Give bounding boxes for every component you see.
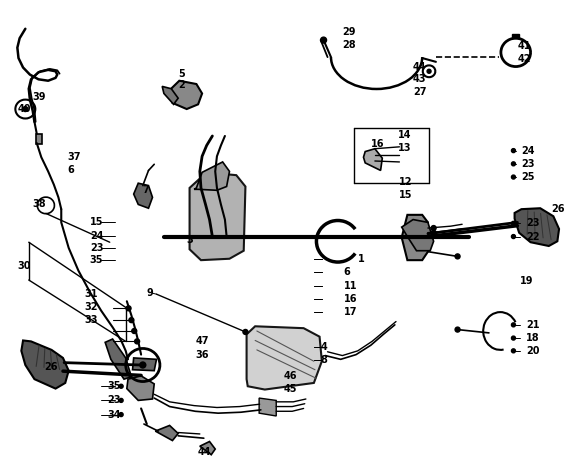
Circle shape — [512, 175, 516, 179]
Circle shape — [129, 318, 134, 323]
Text: 11: 11 — [344, 281, 357, 291]
Circle shape — [132, 329, 137, 333]
Polygon shape — [246, 326, 322, 390]
Text: 17: 17 — [344, 307, 357, 317]
Text: 30: 30 — [17, 261, 31, 271]
Circle shape — [320, 37, 327, 43]
Text: 27: 27 — [413, 87, 426, 97]
Text: 1: 1 — [358, 254, 364, 264]
Text: 43: 43 — [413, 74, 426, 84]
Text: 24: 24 — [521, 146, 535, 156]
Circle shape — [243, 330, 248, 334]
Text: 5: 5 — [178, 69, 185, 79]
Text: 12: 12 — [399, 177, 413, 187]
Text: 34: 34 — [107, 409, 120, 419]
Text: 37: 37 — [67, 152, 80, 162]
Text: 23: 23 — [107, 395, 120, 406]
Circle shape — [431, 226, 436, 230]
Circle shape — [431, 230, 436, 235]
Circle shape — [512, 162, 516, 166]
Text: 23: 23 — [90, 243, 103, 253]
Text: 31: 31 — [84, 289, 97, 299]
Text: 23: 23 — [521, 159, 535, 169]
Polygon shape — [402, 219, 434, 251]
Text: 9: 9 — [147, 288, 154, 298]
Polygon shape — [402, 215, 428, 260]
Text: 23: 23 — [526, 218, 540, 228]
Text: 38: 38 — [33, 200, 46, 209]
Text: 13: 13 — [398, 143, 411, 153]
Text: 18: 18 — [526, 333, 540, 343]
Polygon shape — [127, 376, 154, 400]
Text: 40: 40 — [17, 104, 31, 114]
Text: 24: 24 — [90, 230, 103, 241]
Text: 8: 8 — [321, 355, 328, 365]
Circle shape — [512, 349, 516, 353]
Text: 14: 14 — [398, 130, 411, 140]
Polygon shape — [200, 441, 215, 455]
Circle shape — [119, 399, 123, 402]
Text: 44: 44 — [413, 62, 426, 72]
Text: 15: 15 — [399, 190, 413, 200]
Text: 46: 46 — [284, 371, 297, 381]
Text: 21: 21 — [526, 320, 540, 330]
Polygon shape — [162, 86, 178, 104]
Text: 26: 26 — [44, 362, 58, 372]
Polygon shape — [515, 208, 559, 246]
Polygon shape — [170, 81, 202, 109]
Text: 7: 7 — [143, 185, 150, 195]
Text: 16: 16 — [371, 139, 384, 149]
Polygon shape — [259, 398, 276, 416]
Polygon shape — [194, 162, 229, 190]
Circle shape — [126, 306, 131, 311]
Text: 41: 41 — [517, 41, 531, 51]
Circle shape — [135, 339, 140, 344]
Circle shape — [119, 413, 123, 417]
Text: 29: 29 — [343, 27, 356, 37]
Text: 44: 44 — [198, 447, 211, 457]
Polygon shape — [105, 339, 131, 379]
Circle shape — [512, 221, 516, 225]
Polygon shape — [132, 358, 156, 370]
Text: 20: 20 — [526, 346, 540, 356]
Text: 35: 35 — [90, 255, 103, 265]
Circle shape — [140, 362, 146, 368]
Text: 39: 39 — [33, 92, 46, 102]
Text: 2: 2 — [178, 80, 185, 90]
Polygon shape — [21, 341, 69, 389]
Polygon shape — [190, 172, 245, 260]
Text: 28: 28 — [343, 40, 356, 50]
Text: 47: 47 — [195, 336, 209, 346]
Circle shape — [455, 327, 460, 332]
Text: 3: 3 — [187, 235, 194, 245]
Text: 25: 25 — [521, 172, 535, 182]
Circle shape — [512, 235, 516, 238]
Polygon shape — [363, 149, 382, 171]
Circle shape — [455, 254, 460, 259]
Polygon shape — [512, 34, 519, 38]
Text: 42: 42 — [517, 54, 531, 64]
Text: 6: 6 — [344, 267, 350, 277]
Text: 4: 4 — [321, 342, 327, 352]
Text: 22: 22 — [526, 231, 540, 242]
Circle shape — [427, 69, 431, 73]
Text: 16: 16 — [344, 294, 357, 304]
Text: 26: 26 — [552, 204, 565, 214]
Polygon shape — [155, 426, 178, 440]
Circle shape — [512, 149, 516, 152]
Text: 6: 6 — [67, 165, 74, 175]
Text: 19: 19 — [520, 276, 534, 286]
Circle shape — [119, 384, 123, 388]
Text: 35: 35 — [107, 381, 120, 391]
Text: 33: 33 — [84, 315, 97, 325]
Circle shape — [23, 106, 28, 112]
Circle shape — [512, 323, 516, 327]
Circle shape — [512, 336, 516, 340]
Text: 32: 32 — [84, 303, 97, 313]
Polygon shape — [134, 183, 152, 208]
Text: 45: 45 — [284, 384, 297, 394]
Text: 15: 15 — [90, 218, 103, 228]
Polygon shape — [36, 133, 42, 144]
Text: 36: 36 — [195, 350, 209, 360]
